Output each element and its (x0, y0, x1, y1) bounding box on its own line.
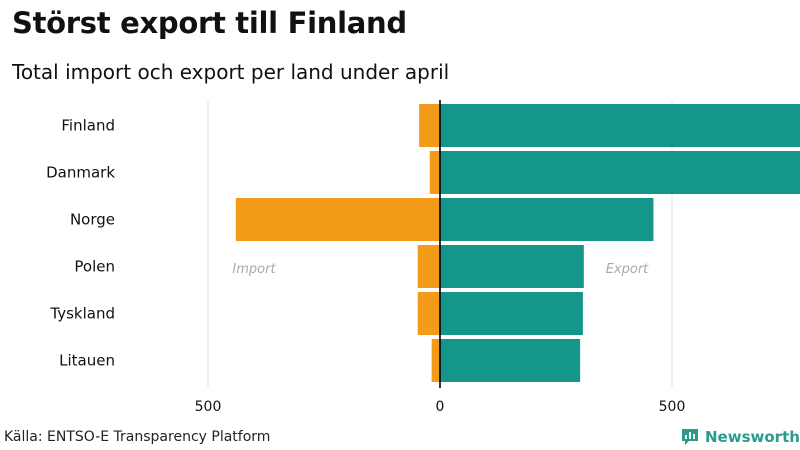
x-tick-label: 500 (659, 399, 686, 415)
export-bar-norge (440, 198, 654, 241)
grid-lines (207, 100, 673, 388)
import-side-label: Import (232, 262, 276, 277)
category-label: Polen (74, 258, 115, 276)
export-bar-tyskland (440, 292, 583, 335)
category-label: Finland (61, 117, 115, 135)
bars (235, 104, 800, 382)
chart-title: Störst export till Finland (12, 6, 407, 40)
category-label: Norge (70, 211, 115, 229)
x-tick-label: 0 (436, 399, 445, 415)
import-bar-litauen (431, 339, 440, 382)
chart-subtitle: Total import och export per land under a… (12, 60, 450, 84)
import-bar-danmark (429, 151, 440, 194)
category-label: Litauen (59, 352, 115, 370)
import-bar-norge (235, 198, 440, 241)
newsworthy-logo-icon (682, 429, 698, 445)
source-note: Källa: ENTSO-E Transparency Platform (4, 429, 271, 445)
x-axis-ticks: 1 00050005001 000 (195, 399, 686, 415)
brand-name: Newsworthy (705, 428, 800, 446)
import-bar-polen (417, 245, 440, 288)
import-bar-tyskland (417, 292, 440, 335)
export-bar-polen (440, 245, 584, 288)
export-bar-finland (440, 104, 800, 147)
import-bar-finland (419, 104, 440, 147)
export-bar-litauen (440, 339, 581, 382)
category-label: Tyskland (49, 305, 115, 323)
export-bar-danmark (440, 151, 800, 194)
export-side-label: Export (606, 262, 649, 277)
category-label: Danmark (46, 164, 115, 182)
category-labels: Finland Danmark Norge Polen Tyskland Litauen (46, 117, 115, 370)
brand-logo: Newsworthy (680, 427, 800, 447)
x-tick-label: 500 (195, 399, 222, 415)
